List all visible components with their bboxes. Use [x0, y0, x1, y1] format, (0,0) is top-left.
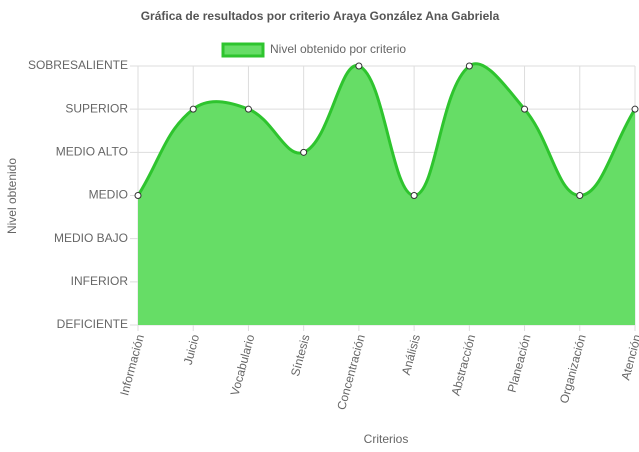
- point: [521, 105, 529, 113]
- area: [138, 63, 635, 326]
- chart-title: Gráfica de resultados por criterio Araya…: [141, 9, 500, 23]
- x-tick-label: Análisis: [399, 333, 423, 377]
- y-tick-label: MEDIO BAJO: [54, 231, 128, 245]
- line: [136, 62, 637, 198]
- y-tick-label: INFERIOR: [71, 274, 129, 288]
- point: [631, 105, 639, 113]
- y-tick-label: MEDIO ALTO: [56, 145, 128, 159]
- x-tick-label: Vocabulario: [228, 333, 258, 398]
- y-tick-label: SOBRESALIENTE: [28, 58, 128, 72]
- x-tick-label: Información: [117, 333, 147, 397]
- point: [189, 105, 197, 113]
- legend-label: Nivel obtenido por criterio: [270, 42, 406, 56]
- point: [244, 105, 252, 113]
- x-tick-label: Abstracción: [449, 333, 479, 397]
- point: [465, 62, 473, 70]
- point: [576, 192, 584, 199]
- y-axis-title: Nivel obtenido: [5, 158, 19, 234]
- x-tick-label: Síntesis: [288, 333, 313, 378]
- legend-swatch: [221, 42, 265, 58]
- x-tick-label: Planeación: [505, 333, 534, 394]
- x-axis-title: Criterios: [364, 432, 409, 446]
- x-tick-label: Concentración: [334, 333, 368, 411]
- y-tick-label: DEFICIENTE: [57, 317, 128, 331]
- point: [134, 192, 142, 199]
- x-tick-label: Organización: [557, 333, 589, 405]
- y-tick-label: SUPERIOR: [65, 101, 128, 115]
- point: [355, 62, 363, 70]
- x-tick-label: Juicio: [181, 333, 203, 367]
- y-tick-label: MEDIO: [89, 188, 128, 202]
- point: [410, 192, 418, 199]
- x-tick-label: Atención: [618, 333, 639, 382]
- point: [300, 148, 308, 156]
